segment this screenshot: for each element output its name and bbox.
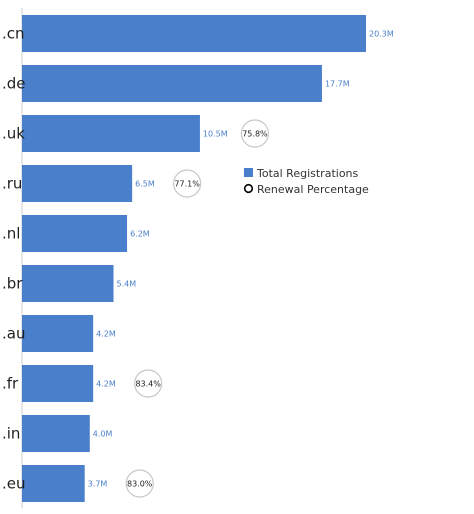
legend-swatch-total-registrations <box>244 168 253 177</box>
category-label-cn: .cn <box>2 25 25 43</box>
category-label-in: .in <box>2 425 20 443</box>
legend-label-renewal-percentage: Renewal Percentage <box>257 183 369 196</box>
category-label-de: .de <box>2 75 26 93</box>
bar-br <box>22 265 114 302</box>
bar-nl <box>22 215 128 252</box>
bar-au <box>22 315 94 352</box>
renewal-label-fr: 83.4% <box>135 380 161 389</box>
value-label-de: 17.7M <box>325 80 350 89</box>
category-label-uk: .uk <box>2 125 25 143</box>
category-label-nl: .nl <box>2 225 20 243</box>
bars-layer <box>22 15 366 502</box>
labels-layer: .cn 20.3M .de 17.7M .uk 10.5M .ru 6.5M .nl 6.2M .b… <box>2 25 394 493</box>
legend-swatch-renewal-percentage <box>243 183 254 194</box>
chart-legend: Total Registrations Renewal Percentage <box>243 167 369 196</box>
bar-de <box>22 65 322 102</box>
renewal-circles-layer: 75.8% 77.1% 83.4% 83.0% <box>125 119 270 498</box>
value-label-uk: 10.5M <box>203 130 228 139</box>
renewal-circle-eu <box>125 469 154 498</box>
value-label-in: 4.0M <box>93 430 113 439</box>
value-label-fr: 4.2M <box>96 380 116 389</box>
value-label-au: 4.2M <box>96 330 116 339</box>
value-label-cn: 20.3M <box>369 30 394 39</box>
bar-uk <box>22 115 200 152</box>
category-label-eu: .eu <box>2 475 26 493</box>
renewal-circle-ru <box>173 169 202 198</box>
bar-in <box>22 415 90 452</box>
renewal-label-uk: 75.8% <box>242 130 268 139</box>
category-label-fr: .fr <box>2 375 19 393</box>
renewal-circle-fr <box>134 369 163 398</box>
renewal-label-ru: 77.1% <box>174 180 200 189</box>
bar-cn <box>22 15 366 52</box>
value-label-eu: 3.7M <box>88 480 108 489</box>
category-label-ru: .ru <box>2 175 22 193</box>
bar-fr <box>22 365 94 402</box>
category-label-au: .au <box>2 325 25 343</box>
renewal-label-eu: 83.0% <box>127 480 153 489</box>
value-label-ru: 6.5M <box>135 180 155 189</box>
value-label-nl: 6.2M <box>130 230 150 239</box>
legend-label-total-registrations: Total Registrations <box>256 167 359 180</box>
bar-ru <box>22 165 133 202</box>
category-label-br: .br <box>2 275 23 293</box>
renewal-circle-uk <box>240 119 270 148</box>
value-label-br: 5.4M <box>117 280 137 289</box>
bar-eu <box>22 465 85 502</box>
